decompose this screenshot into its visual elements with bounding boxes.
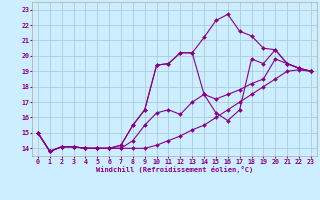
X-axis label: Windchill (Refroidissement éolien,°C): Windchill (Refroidissement éolien,°C) — [96, 166, 253, 173]
